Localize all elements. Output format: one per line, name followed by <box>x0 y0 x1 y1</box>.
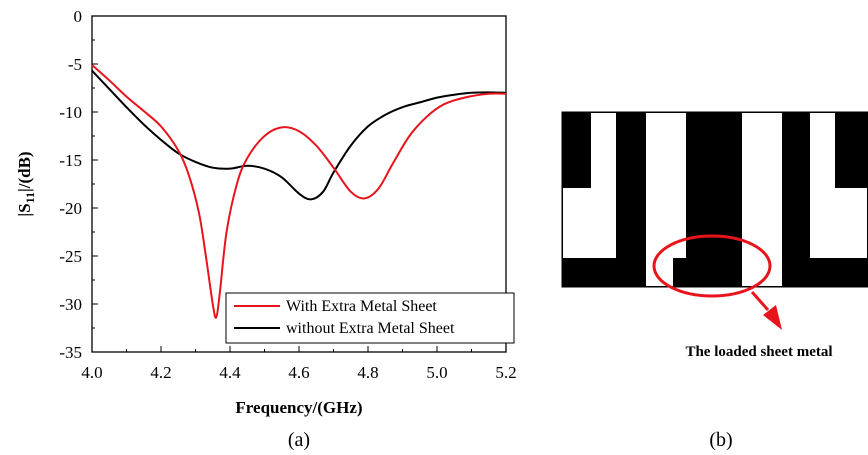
x-tick-label: 5.0 <box>426 363 447 382</box>
annotation-arrow-shaft <box>750 291 770 311</box>
slot-1-base <box>563 188 616 258</box>
s11-chart: 4.0 4.2 4.4 4.6 4.8 5.0 5.2 0 -5 -10 -15 -20 -25 -30… <box>15 7 517 451</box>
y-tick-label: 0 <box>74 7 83 26</box>
slot-4 <box>810 113 835 188</box>
caption-a: (a) <box>288 429 310 451</box>
slot-4-base <box>810 188 867 258</box>
x-tick-label: 4.6 <box>288 363 309 382</box>
series-line-without-sheet <box>91 70 507 201</box>
x-axis-ticks: 4.0 4.2 4.4 4.6 4.8 5.0 5.2 <box>81 346 517 382</box>
x-tick-label: 4.2 <box>150 363 171 382</box>
slot-1 <box>591 113 616 188</box>
y-tick-label: -30 <box>59 295 82 314</box>
antenna-structure-diagram: The loaded sheet metal (b) <box>561 111 868 451</box>
y-tick-label: -5 <box>68 55 82 74</box>
y-axis-ticks: 0 -5 -10 -15 -20 -25 -30 -35 <box>59 7 98 362</box>
slot-2 <box>646 113 686 286</box>
y-axis-title: |S11|/(dB) <box>15 151 37 216</box>
annotation-arrow-head <box>763 305 782 330</box>
y-tick-label: -20 <box>59 199 82 218</box>
y-tick-label: -15 <box>59 151 82 170</box>
x-tick-label: 4.0 <box>81 363 102 382</box>
caption-b: (b) <box>709 429 732 451</box>
annotation-label: The loaded sheet metal <box>685 344 832 360</box>
y-tick-label: -25 <box>59 247 82 266</box>
x-tick-label: 4.8 <box>357 363 378 382</box>
y-tick-label: -10 <box>59 103 82 122</box>
legend-label-with-sheet: With Extra Metal Sheet <box>286 298 437 315</box>
x-axis-title: Frequency/(GHz) <box>235 398 362 417</box>
legend: With Extra Metal Sheet without Extra Met… <box>225 292 515 344</box>
series-line-with-sheet <box>91 64 507 319</box>
x-tick-label: 4.4 <box>219 363 241 382</box>
legend-box <box>225 292 515 344</box>
y-tick-label: -35 <box>59 343 82 362</box>
loaded-sheet-metal <box>673 258 742 286</box>
series-lines <box>91 64 507 319</box>
legend-label-without-sheet: without Extra Metal Sheet <box>286 320 455 337</box>
slot-3 <box>742 113 782 286</box>
x-tick-label: 5.2 <box>495 363 516 382</box>
highlight-ellipse <box>652 234 772 298</box>
